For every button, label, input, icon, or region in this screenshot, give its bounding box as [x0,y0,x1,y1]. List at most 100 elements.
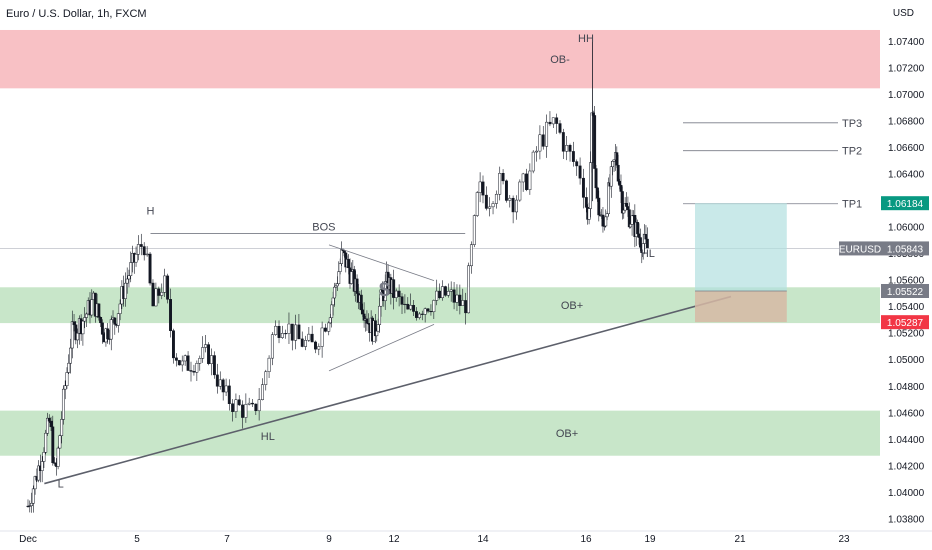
candle-body [142,246,146,256]
candle-body [37,465,41,481]
candle-body [555,117,559,124]
candle-body [212,355,216,376]
candle-body [638,237,642,248]
price-tag-label: 1.05287 [887,318,924,329]
candle-body [210,355,213,364]
candle-body [589,162,592,209]
zone-label: OB- [550,54,570,66]
candle-body [90,299,94,316]
y-tick-label: 1.04200 [888,461,925,472]
candle-body [645,238,649,249]
candle-body [231,403,235,412]
candle-body [420,313,424,315]
x-tick-label: 16 [580,534,592,545]
candle-body [129,262,133,276]
candle-body [30,503,33,507]
candle-body [270,334,274,359]
candle-body [227,385,231,404]
candle-body [355,278,359,294]
candle-body [251,402,254,405]
candle-body [234,399,238,412]
candle-body [287,323,291,334]
candle-body [61,388,65,420]
candle-body [310,333,314,343]
candle-body [605,213,609,218]
candle-body [611,161,615,168]
candle-body [323,327,327,332]
candle-body [160,292,164,296]
candle-body [545,121,549,147]
candle-body [397,290,401,297]
candle-body [237,399,241,406]
candle-body [136,244,140,255]
candle-body [198,358,202,364]
candle-body [157,288,161,296]
candle-body [134,254,138,263]
candle-body [403,303,407,306]
currency-label: USD [892,8,914,19]
price-tag: 1.05522 [881,283,929,298]
candle-body [361,309,365,315]
candle-body [443,286,447,296]
x-tick-label: 23 [838,534,850,545]
candle-body [172,330,175,359]
candle-body [116,313,120,326]
candle-body [109,319,113,340]
candle-body [417,313,421,318]
candle-body [595,187,599,199]
drawings-layer: $ [44,122,838,485]
candle-body [44,432,48,453]
candle-body [51,426,55,464]
candle-body [328,317,332,324]
candle-body [67,362,71,373]
candle-body [475,192,479,216]
candle-body [127,275,131,280]
candle-body [452,289,456,303]
candle-body [394,290,398,298]
y-tick-label: 1.03800 [888,514,925,525]
candle-body [604,216,608,227]
candle-body [70,321,74,349]
candle-body [400,296,404,305]
candle-body [260,384,264,400]
candle-body [277,325,281,338]
candle-body [481,181,485,196]
candle-body [349,271,353,284]
candle-body [97,303,101,318]
candle-body [40,461,44,471]
candle-body [151,282,155,307]
candle-body [327,322,331,332]
candle-body [106,328,110,340]
candle-body [335,283,339,287]
annotation-label: BOS [312,221,335,233]
candle-body [174,357,178,361]
candle-body [300,338,304,347]
candle-body [274,325,278,335]
candle-body [581,177,585,198]
candle-body [195,363,199,373]
candle-body [247,402,251,405]
candle-body [644,234,648,240]
candle-body [435,290,439,301]
candle-body [347,259,351,269]
candle-body [618,180,622,186]
candle-body [461,300,465,306]
price-tag-label: 1.06184 [887,199,924,210]
y-tick-label: 1.07000 [888,90,925,101]
x-tick-label: 12 [388,534,400,545]
candle-body [630,215,634,225]
candle-body [504,180,508,201]
price-tag: 1.05287 [881,315,929,330]
x-tick-label: 9 [326,534,332,545]
candle-body [207,344,211,364]
candle-body [294,324,298,341]
candle-body [218,379,222,387]
candle-body [587,208,591,220]
candle-body [541,134,545,147]
x-tick-label: 21 [734,534,746,545]
y-tick-label: 1.04400 [888,435,925,446]
candle-body [180,360,184,366]
candle-body [69,347,72,364]
target-label: TP1 [842,199,862,211]
